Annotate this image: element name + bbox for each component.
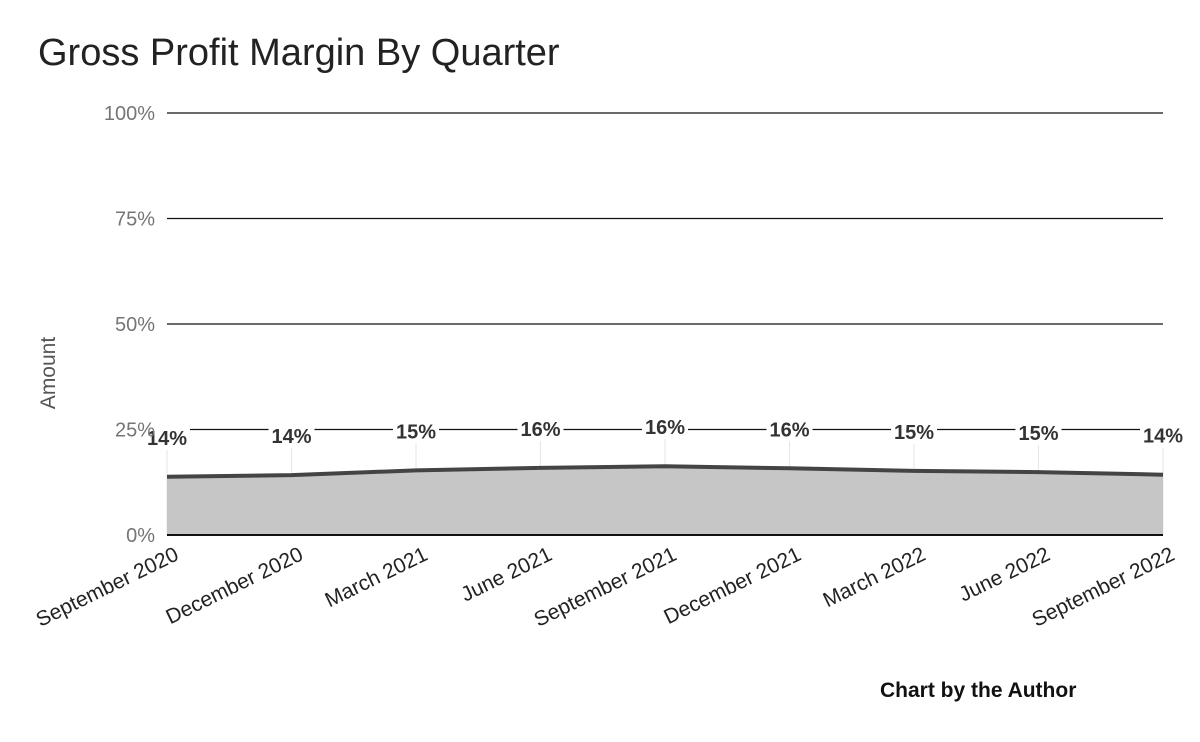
- y-tick-label: 75%: [115, 209, 155, 231]
- y-tick-label: 50%: [115, 314, 155, 336]
- y-tick-label: 25%: [115, 420, 155, 442]
- y-axis-title: Amount: [37, 337, 60, 410]
- data-label-backing: [891, 421, 937, 444]
- data-label: 16%: [520, 419, 560, 441]
- data-label: 16%: [645, 417, 685, 439]
- x-tick-label: June 2021: [457, 543, 555, 607]
- data-label-backing: [1140, 425, 1186, 448]
- chart-credit: Chart by the Author: [880, 679, 1077, 702]
- x-tick-label: September 2022: [1029, 543, 1179, 632]
- y-tick-label: 0%: [126, 525, 155, 547]
- data-label-backing: [517, 418, 564, 441]
- data-label-backing: [766, 419, 813, 442]
- data-label-backing: [393, 421, 439, 444]
- x-tick-label: March 2022: [819, 543, 929, 612]
- data-label: 15%: [1018, 423, 1058, 445]
- data-label: 15%: [396, 421, 436, 443]
- y-axis-ticks: 0% 25% 50% 75% 100%: [104, 103, 155, 547]
- x-tick-label: June 2022: [955, 543, 1053, 607]
- data-label-backing: [268, 426, 315, 449]
- x-tick-label: December 2021: [660, 543, 804, 629]
- y-tick-label: 100%: [104, 103, 155, 125]
- data-label-backing: [1015, 423, 1062, 446]
- data-label-backing: [642, 417, 688, 440]
- data-label: 15%: [894, 422, 934, 444]
- x-tick-label: September 2020: [33, 543, 183, 632]
- area-layer: [166, 464, 1164, 536]
- x-tick-label: December 2020: [162, 543, 306, 629]
- area-fill: [167, 466, 1163, 535]
- data-label: 14%: [1143, 426, 1183, 448]
- data-label: 14%: [271, 426, 311, 448]
- chart-title: Gross Profit Margin By Quarter: [38, 32, 560, 74]
- data-label-backing: [144, 427, 190, 450]
- data-labels: 14% 14% 15% 16% 16% 16% 15% 15% 14%: [144, 417, 1186, 450]
- data-label: 16%: [769, 419, 809, 441]
- data-label: 14%: [147, 428, 187, 450]
- series-line: [166, 464, 1164, 479]
- x-tick-label: March 2021: [321, 543, 431, 612]
- x-tick-label: September 2021: [531, 543, 681, 632]
